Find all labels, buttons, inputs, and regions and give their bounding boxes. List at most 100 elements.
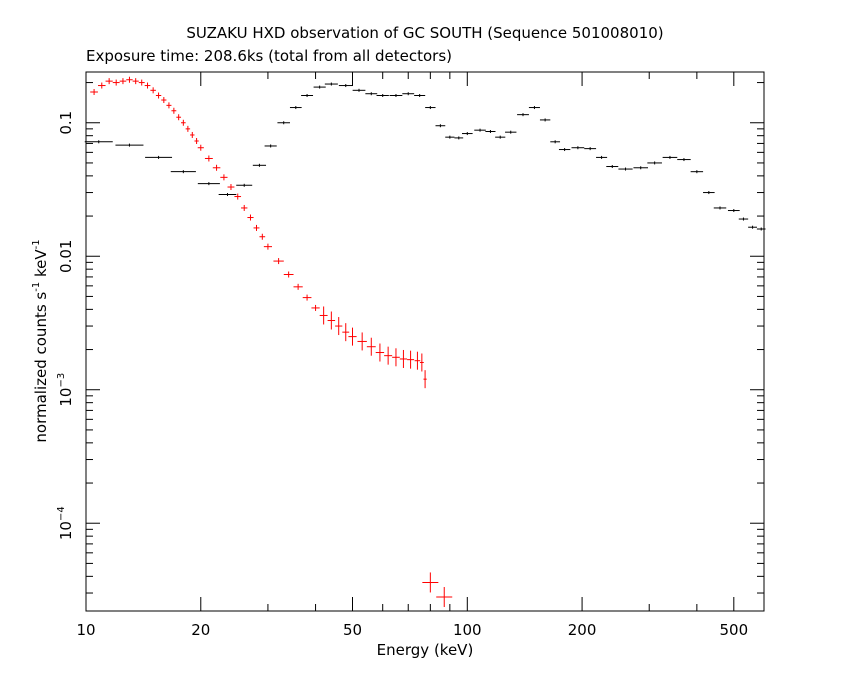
chart-subtitle: Exposure time: 208.6ks (total from all d…	[86, 47, 452, 65]
data-point	[289, 106, 302, 110]
data-point	[348, 327, 357, 346]
x-axis-tick-labels: 10 20 50 100 200 500	[76, 621, 748, 639]
data-point	[399, 349, 408, 368]
data-point	[161, 97, 167, 104]
data-point	[338, 84, 353, 88]
data-point	[402, 92, 415, 96]
data-point	[319, 306, 328, 325]
data-point	[145, 155, 173, 159]
x-tick-label: 100	[453, 621, 482, 639]
data-point	[584, 147, 597, 151]
data-point	[342, 323, 350, 342]
data-point	[138, 79, 145, 86]
data-point	[98, 82, 106, 89]
data-point	[596, 155, 608, 159]
data-point	[366, 337, 376, 356]
data-point	[277, 121, 290, 125]
y-axis-label-mid: keV	[32, 249, 50, 282]
data-point	[176, 114, 182, 121]
x-tick-label: 10	[76, 621, 95, 639]
data-point	[301, 94, 314, 98]
data-point	[170, 170, 196, 174]
data-point	[414, 94, 426, 98]
data-point	[126, 76, 133, 83]
data-point	[474, 128, 486, 132]
data-point	[119, 78, 127, 85]
data-point	[662, 155, 678, 159]
data-point	[392, 348, 400, 367]
data-point	[324, 82, 338, 86]
data-point	[539, 118, 551, 122]
y-tick-label-base: 10	[57, 388, 75, 407]
data-point	[241, 204, 248, 211]
data-point	[435, 124, 446, 128]
data-point	[293, 283, 303, 290]
data-point	[528, 106, 540, 110]
data-point	[376, 94, 389, 98]
data-point	[495, 135, 506, 139]
data-point	[283, 271, 294, 278]
data-point	[375, 343, 385, 362]
data-point	[171, 107, 177, 114]
data-point	[357, 332, 367, 351]
data-point	[313, 85, 326, 89]
x-tick-label: 50	[343, 621, 362, 639]
data-point	[419, 353, 424, 372]
data-point	[144, 82, 151, 89]
data-point	[756, 227, 766, 231]
data-point	[748, 225, 758, 229]
data-point	[571, 146, 585, 150]
data-point	[454, 136, 464, 140]
y-tick-label: 0.1	[57, 111, 75, 135]
outlier-point	[422, 572, 439, 593]
data-point	[197, 182, 220, 186]
data-point	[647, 161, 662, 165]
data-point	[264, 144, 277, 148]
y-axis-ticks	[86, 82, 764, 594]
data-point	[194, 137, 199, 144]
data-point	[220, 174, 228, 181]
data-point	[115, 143, 144, 147]
data-point	[302, 294, 312, 301]
y-tick-label-exponent: −4	[56, 506, 67, 521]
data-point	[105, 78, 113, 85]
chart-title: SUZAKU HXD observation of GC SOUTH (Sequ…	[186, 24, 663, 42]
data-point	[185, 125, 191, 132]
data-point	[84, 140, 113, 144]
data-point	[703, 191, 715, 195]
data-point	[407, 350, 415, 369]
data-point	[166, 102, 172, 109]
series-1	[84, 82, 766, 231]
y-axis-label-exp-2: -1	[31, 239, 42, 249]
data-point	[252, 163, 267, 167]
data-point	[311, 304, 320, 311]
data-point	[618, 167, 633, 171]
series-layer	[84, 76, 766, 608]
data-point	[558, 148, 571, 152]
data-point	[273, 258, 284, 265]
data-point	[384, 346, 393, 365]
data-point	[236, 183, 253, 187]
y-tick-label-base: 10	[57, 521, 75, 540]
data-point	[365, 92, 378, 96]
outlier-point	[436, 587, 453, 608]
data-point	[181, 119, 186, 126]
data-point	[212, 164, 221, 171]
data-point	[485, 129, 496, 133]
x-tick-label: 500	[719, 621, 748, 639]
data-point	[727, 209, 740, 213]
data-point	[90, 88, 98, 95]
data-point	[263, 243, 272, 250]
data-point	[423, 370, 427, 389]
data-point	[234, 193, 242, 200]
data-point	[713, 206, 727, 210]
data-point	[505, 130, 517, 134]
data-point	[414, 351, 421, 370]
y-tick-label: 10−4	[56, 506, 75, 540]
data-point	[197, 144, 204, 151]
x-axis-label: Energy (keV)	[377, 641, 474, 659]
data-point	[259, 233, 266, 240]
y-tick-label-exponent: −3	[56, 373, 67, 388]
data-point	[247, 214, 254, 221]
